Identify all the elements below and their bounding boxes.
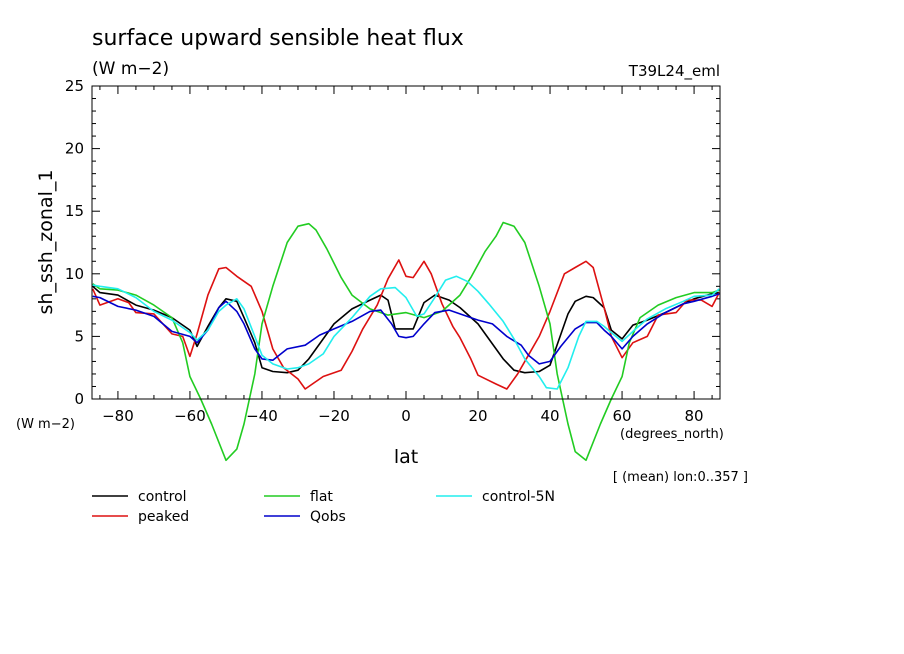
x-unit-label: (degrees_north) xyxy=(620,427,724,442)
plot-frame xyxy=(91,85,721,400)
y-tick-label: 15 xyxy=(65,202,84,220)
series-line-qobs xyxy=(92,293,720,365)
legend: control peaked flat Qobs control-5N xyxy=(92,489,555,525)
legend-label-flat: flat xyxy=(310,489,333,505)
x-tick-label: −40 xyxy=(246,407,278,425)
y-tick-label: 0 xyxy=(74,390,84,408)
y-tick-label: 5 xyxy=(74,327,84,345)
legend-label-qobs: Qobs xyxy=(310,509,346,525)
x-tick-label: 20 xyxy=(468,407,487,425)
x-tick-label: −60 xyxy=(174,407,206,425)
series-line-peaked xyxy=(91,259,721,390)
x-tick-label: 80 xyxy=(685,407,704,425)
series-line-control-5n xyxy=(92,275,720,390)
chart-subtitle: (W m−2) xyxy=(92,59,169,79)
legend-label-peaked: peaked xyxy=(138,509,189,525)
y-tick-label: 10 xyxy=(65,265,84,283)
x-axis-label: lat xyxy=(394,446,418,468)
y-axis-label: sh_ssh_zonal_1 xyxy=(35,170,57,315)
x-tick-label: 0 xyxy=(401,407,411,425)
chart-title: surface upward sensible heat flux xyxy=(92,26,464,51)
y-tick-label: 20 xyxy=(65,140,84,158)
x-tick-label: 60 xyxy=(613,407,632,425)
legend-label-control-5n: control-5N xyxy=(482,489,555,505)
x-tick-label: −20 xyxy=(318,407,350,425)
series-line-flat xyxy=(92,221,720,462)
y-tick-label: 25 xyxy=(65,77,84,95)
x-tick-label: −80 xyxy=(102,407,134,425)
footnote: [ (mean) lon:0..357 ] xyxy=(613,470,748,485)
y-unit-label: (W m−2) xyxy=(16,417,75,432)
x-tick-label: 40 xyxy=(540,407,559,425)
run-label: T39L24_eml xyxy=(628,62,720,81)
legend-label-control: control xyxy=(138,489,187,505)
